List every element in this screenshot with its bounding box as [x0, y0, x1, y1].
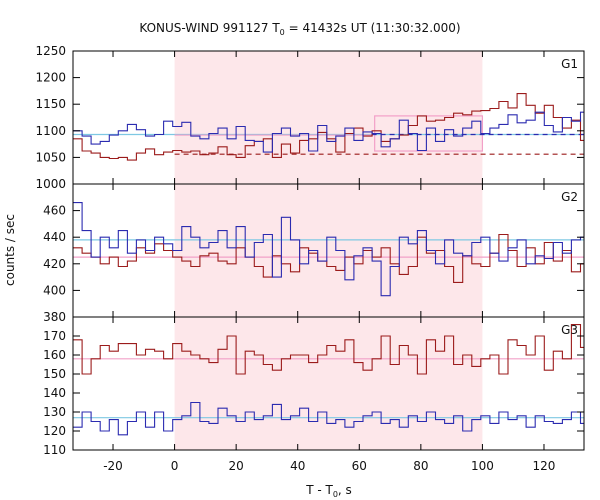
x-tick-label: 80 [413, 459, 428, 473]
y-tick-label: 440 [43, 230, 66, 244]
highlight-interval [174, 317, 483, 450]
y-tick-label: 460 [43, 204, 66, 218]
highlight-interval [174, 51, 483, 184]
y-tick-label: 420 [43, 257, 66, 271]
series-blue [73, 401, 584, 436]
x-tick-label: 60 [352, 459, 367, 473]
x-tick-label: 0 [171, 459, 179, 473]
y-axis-label: counts / sec [3, 214, 17, 286]
panel-label: G2 [561, 190, 578, 204]
x-tick-label: 20 [229, 459, 244, 473]
y-tick-label: 1200 [35, 71, 66, 85]
x-tick-label: -20 [103, 459, 123, 473]
y-tick-label: 170 [43, 329, 66, 343]
y-tick-label: 160 [43, 348, 66, 362]
series-blue [73, 202, 584, 297]
panel-frame [72, 316, 585, 451]
y-tick-label: 150 [43, 367, 66, 381]
series-blue [73, 111, 584, 153]
panel-g3: 110 120 130 140 150 160 170 G3 [43, 316, 585, 457]
panel-plot-area [73, 93, 584, 161]
series-red [73, 233, 584, 283]
panel-label: G1 [561, 57, 578, 71]
panel-plot-area [73, 324, 584, 436]
panels-group: 1000 1050 1100 1150 1200 1250 G1 380 400 420 440 46… [35, 44, 585, 457]
y-tick-label: 140 [43, 386, 66, 400]
y-tick-label: 400 [43, 283, 66, 297]
x-tick-label: 40 [290, 459, 305, 473]
y-tick-label: 1050 [35, 150, 66, 164]
panel-label: G3 [561, 323, 578, 337]
x-tick-label: 120 [533, 459, 556, 473]
x-axis-label: T - T0, s [305, 483, 352, 499]
y-tick-label: 130 [43, 405, 66, 419]
y-tick-label: 120 [43, 424, 66, 438]
chart-title: KONUS-WIND 991127 T0 = 41432s UT (11:30:… [139, 21, 460, 37]
y-tick-label: 1250 [35, 44, 66, 58]
y-tick-label: 1100 [35, 124, 66, 138]
y-tick-label: 380 [43, 310, 66, 324]
series-red [73, 324, 584, 375]
panel-g1: 1000 1050 1100 1150 1200 1250 G1 [35, 44, 585, 191]
y-tick-label: 110 [43, 443, 66, 457]
x-axis: -20 0 20 40 60 80 100 120 [103, 459, 555, 473]
y-tick-label: 1150 [35, 97, 66, 111]
panel-g2: 380 400 420 440 460 G2 [43, 183, 585, 324]
panel-plot-area [73, 202, 584, 297]
y-tick-label: 1000 [35, 177, 66, 191]
x-tick-label: 100 [471, 459, 494, 473]
